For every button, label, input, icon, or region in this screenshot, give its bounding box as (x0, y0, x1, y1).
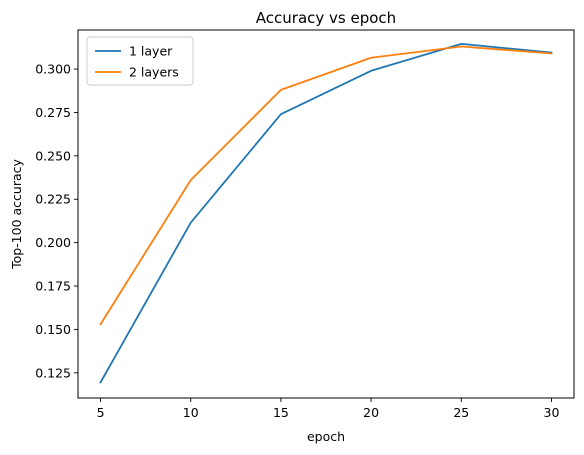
x-tick-label: 15 (273, 405, 289, 420)
legend: 1 layer 2 layers (86, 36, 194, 86)
legend-box (86, 36, 194, 86)
y-axis: 0.125 0.150 0.175 0.200 0.225 0.250 0.275 0.300 (35, 62, 78, 380)
y-tick-label: 0.275 (35, 105, 71, 120)
legend-label: 2 layers (129, 65, 179, 80)
y-tick-label: 0.200 (35, 235, 71, 250)
y-tick-label: 0.150 (35, 322, 71, 337)
x-axis: 5 10 15 20 25 30 (97, 398, 560, 420)
y-tick-label: 0.125 (35, 365, 71, 380)
x-tick-label: 20 (363, 405, 379, 420)
x-tick-label: 10 (183, 405, 199, 420)
x-tick-label: 30 (544, 405, 560, 420)
chart-title: Accuracy vs epoch (256, 9, 396, 27)
y-tick-label: 0.175 (35, 279, 71, 294)
series-layer (99, 42, 553, 384)
x-axis-label: epoch (307, 429, 345, 444)
legend-label: 1 layer (129, 44, 173, 59)
x-tick-label: 5 (97, 405, 105, 420)
y-tick-label: 0.300 (35, 62, 71, 77)
y-tick-label: 0.225 (35, 192, 71, 207)
y-axis-label: Top-100 accuracy (9, 158, 24, 269)
series-line-1 (99, 42, 553, 384)
x-tick-label: 25 (453, 405, 469, 420)
series-line-2 (99, 45, 553, 326)
y-tick-label: 0.250 (35, 148, 71, 163)
plot-area-frame (77, 29, 575, 399)
